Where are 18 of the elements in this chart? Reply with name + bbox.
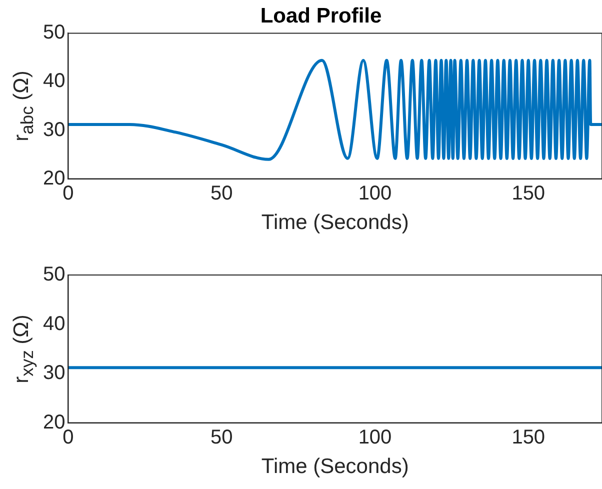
x-tick-label: 0 — [62, 182, 74, 204]
x-tick-label: 100 — [358, 182, 392, 204]
y-tick-label: 30 — [42, 118, 66, 141]
x-tick-label: 50 — [210, 426, 233, 448]
y-tick-label: 40 — [42, 70, 66, 92]
y-tick-label: 50 — [42, 264, 66, 286]
x-axis-title: Time (Seconds) — [261, 455, 409, 478]
x-tick-label: 50 — [210, 182, 233, 204]
y-tick-label: 30 — [42, 362, 66, 384]
x-tick-label: 150 — [512, 182, 546, 204]
line-series — [68, 58, 602, 161]
y-tick-label: 50 — [42, 22, 66, 44]
chart-title: Load Profile — [260, 4, 382, 28]
x-tick-label: 150 — [512, 426, 546, 448]
x-tick-label: 100 — [358, 426, 392, 448]
x-tick-label: 0 — [62, 426, 74, 448]
y-tick-label: 40 — [42, 312, 66, 335]
x-axis-title: Time (Seconds) — [261, 211, 409, 234]
